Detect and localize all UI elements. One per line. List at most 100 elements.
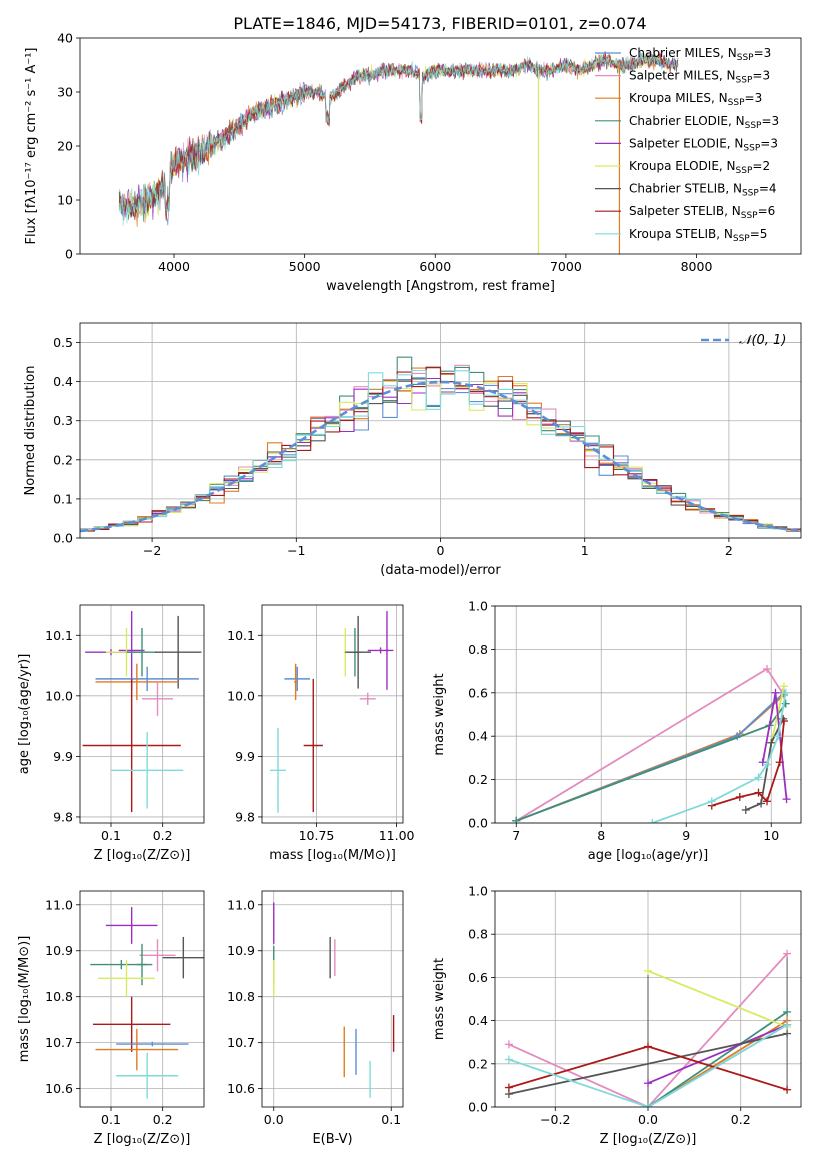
y-tick-label: 20	[57, 139, 73, 154]
errorbar-point	[111, 732, 184, 809]
mass-weight-marker	[644, 966, 652, 975]
legend-entry: Chabrier ELODIE, NSSP=3	[629, 114, 779, 131]
y-tick-label: 0.0	[468, 816, 488, 831]
mass-weight-marker	[775, 758, 784, 767]
plot-area	[504, 949, 792, 1107]
plot-area	[90, 907, 204, 1099]
legend-entry: Chabrier STELIB, NSSP=4	[629, 182, 777, 199]
y-axis-label: mass weight	[432, 673, 447, 755]
mass-weight-marker	[763, 664, 771, 673]
age-vs-mass-panel: 10.75 11.00 9.8 9.9 10.0 10.1 mass [log₁₀(M/M⊙…	[227, 604, 415, 863]
spectrum-series-line	[118, 50, 679, 220]
axes-frame	[494, 890, 802, 1108]
y-tick-label: 1.0	[468, 599, 488, 614]
errorbar-point	[95, 663, 179, 701]
mass-weight-marker	[648, 819, 657, 823]
plot-area	[118, 50, 679, 254]
errorbar-point	[98, 959, 155, 997]
y-tick-label: 10.1	[227, 628, 255, 643]
legend-entry: Kroupa ELODIE, NSSP=2	[629, 159, 770, 176]
residual-histogram-panel: −2 −1 0 1 2 0.0 0.1 0.2 0.3 0.4 0.5 (data-model)/er…	[23, 322, 802, 578]
errorbar-point	[95, 1028, 179, 1071]
mass-weight-marker	[741, 805, 750, 814]
y-tick-label: 10.8	[45, 989, 73, 1004]
plot-area	[512, 664, 791, 823]
mass-weight-vs-age-panel: 7 8 9 10 0.0 0.2 0.4 0.6 0.8 1.0 age [log₁₀(age/yr…	[432, 599, 802, 863]
errorbar-point	[284, 666, 311, 691]
x-tick-label: 11.00	[379, 828, 415, 843]
y-tick-label: 9.8	[53, 809, 73, 824]
errorbar-point	[162, 936, 204, 979]
y-tick-label: 10	[57, 193, 73, 208]
mass-weight-marker	[781, 688, 790, 697]
y-axis-label: age [log₁₀(age/yr)]	[17, 654, 32, 775]
y-tick-label: 0.4	[468, 729, 488, 744]
x-tick-label: −2	[143, 543, 161, 558]
axes-frame	[261, 604, 404, 824]
mass-weight-series-line	[508, 952, 788, 1107]
mass-weight-marker	[707, 797, 716, 806]
mass-weight-marker	[644, 1042, 652, 1051]
y-tick-label: 10.6	[227, 1081, 255, 1096]
errorbar-point	[116, 1041, 189, 1047]
axes-frame	[79, 322, 802, 539]
x-tick-label: 5000	[289, 259, 321, 274]
y-tick-label: 0.4	[53, 374, 73, 389]
x-tick-label: 8000	[681, 259, 713, 274]
y-tick-label: 11.0	[227, 897, 255, 912]
y-tick-label: 10.0	[227, 688, 255, 703]
errorbar-point	[367, 647, 394, 654]
x-tick-label: 0.2	[153, 828, 173, 843]
y-tick-label: 0.0	[53, 531, 73, 546]
x-tick-label: 0.1	[101, 828, 121, 843]
legend-entry: Salpeter MILES, NSSP=3	[629, 69, 770, 86]
mass-weight-marker	[512, 816, 521, 823]
errorbar-point	[345, 615, 371, 689]
x-axis-label: mass [log₁₀(M/M⊙)]	[269, 848, 396, 863]
x-tick-label: −0.2	[540, 1112, 570, 1127]
y-tick-label: 9.9	[235, 749, 255, 764]
mass-weight-marker	[782, 795, 791, 804]
y-tick-label: 10.7	[45, 1035, 73, 1050]
x-axis-label: age [log₁₀(age/yr)]	[588, 848, 709, 863]
y-tick-label: 1.0	[468, 884, 488, 899]
errorbar-point	[118, 611, 145, 690]
mass-weight-marker	[783, 1029, 792, 1038]
x-tick-label: 7	[512, 828, 520, 843]
mass-vs-ebv-panel: 0.0 0.1 10.6 10.7 10.8 10.9 11.0 E(B-V)	[227, 890, 404, 1147]
x-axis-label: Z [log₁₀(Z/Z⊙)]	[94, 848, 191, 863]
mass-weight-series-line	[515, 694, 785, 822]
errorbar-point	[385, 611, 389, 690]
mass-weight-marker	[783, 949, 792, 958]
y-tick-label: 10.6	[45, 1081, 73, 1096]
errorbar-point	[270, 727, 287, 813]
mass-weight-marker	[780, 682, 788, 691]
y-tick-label: 10.7	[227, 1035, 255, 1050]
mass-weight-marker	[504, 1083, 513, 1092]
y-tick-label: 11.0	[45, 897, 73, 912]
x-axis-label: (data-model)/error	[380, 563, 501, 578]
histogram-step-line	[80, 367, 801, 532]
plot-area	[270, 611, 394, 813]
y-tick-label: 0.4	[468, 1013, 488, 1028]
mass-weight-marker	[504, 1040, 513, 1049]
y-tick-label: 0.6	[468, 970, 488, 985]
mass-weight-marker	[774, 732, 783, 741]
mass-weight-marker	[735, 792, 744, 801]
errorbar-point	[303, 678, 323, 813]
spectrum-series-line	[118, 51, 679, 218]
x-axis-label: wavelength [Angstrom, rest frame]	[326, 279, 555, 294]
legend-entry: Kroupa MILES, NSSP=3	[629, 91, 762, 108]
y-axis-label: Flux [fλ10⁻¹⁷ erg cm⁻² s⁻¹ A⁻¹]	[24, 48, 39, 245]
axes-frame	[261, 890, 404, 1108]
normal-reference-curve	[80, 380, 801, 533]
legend-entry: Kroupa STELIB, NSSP=5	[629, 227, 767, 244]
y-tick-label: 0.5	[53, 335, 73, 350]
mass-weight-marker	[783, 1085, 792, 1094]
spectrum-panel: 4000 5000 6000 7000 8000 0 10 20 30 40 wavelength …	[24, 31, 802, 294]
y-tick-label: 0.2	[468, 772, 488, 787]
errorbar-point	[139, 939, 176, 972]
y-tick-label: 10.9	[45, 943, 73, 958]
axes-frame	[79, 890, 205, 1108]
mass-weight-series-line	[508, 1032, 788, 1095]
